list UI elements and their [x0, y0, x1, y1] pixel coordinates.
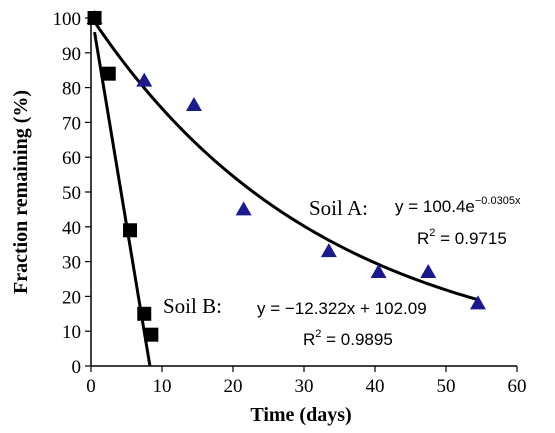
- soil-a-point: [136, 72, 153, 87]
- soil-b-point: [123, 223, 138, 238]
- y-tick-label: 100: [53, 9, 82, 30]
- soil-a-r2: R2 = 0.9715: [417, 227, 507, 248]
- soil-a-label: Soil A:: [309, 196, 368, 220]
- y-tick-label: 10: [62, 322, 81, 343]
- soil-a-point: [469, 295, 486, 310]
- soil-b-label: Soil B:: [163, 294, 222, 318]
- y-axis-title: Fraction remaining (%): [10, 90, 32, 294]
- soil-b-point: [101, 66, 116, 81]
- y-tick-label: 90: [62, 44, 81, 65]
- soil-a-point: [320, 243, 337, 258]
- y-tick-label: 50: [62, 183, 81, 204]
- soil-a-point: [235, 201, 252, 216]
- y-tick-label: 70: [62, 113, 81, 134]
- y-tick-label: 20: [62, 287, 81, 308]
- y-tick-label: 60: [62, 148, 81, 169]
- soil-a-fit-curve: [93, 21, 479, 302]
- x-tick-label: 10: [153, 376, 172, 397]
- soil-a-equation-base: y = 100.4e: [395, 197, 475, 216]
- y-tick-label: 40: [62, 218, 81, 239]
- x-axis-title: Time (days): [250, 404, 351, 426]
- soil-a-point: [370, 264, 387, 279]
- soil-b-r2: R2 = 0.9895: [303, 328, 393, 349]
- x-tick-label: 0: [86, 376, 96, 397]
- axis-ticks: 0 10 20 30 40 50 60 70 80 90 100 0 10 20 30 40 50 60: [53, 9, 527, 397]
- y-tick-label: 30: [62, 253, 81, 274]
- x-tick-label: 60: [508, 376, 527, 397]
- x-tick-label: 50: [437, 376, 456, 397]
- soil-a-equation: y = 100.4e−0.0305x: [395, 195, 521, 216]
- soil-a-point: [185, 97, 202, 111]
- soil-b-point: [137, 306, 152, 321]
- soil-b-equation: y = −12.322x + 102.09: [257, 299, 427, 318]
- y-tick-label: 0: [72, 357, 82, 378]
- soil-b-point: [144, 327, 159, 342]
- x-tick-label: 20: [224, 376, 243, 397]
- soil-a-point: [420, 264, 437, 279]
- soil-b-points: [87, 11, 159, 342]
- soil-a-equation-exponent: −0.0305x: [475, 195, 521, 207]
- x-tick-label: 40: [366, 376, 385, 397]
- soil-a-points: [86, 10, 486, 310]
- soil-b-point: [87, 11, 102, 25]
- x-tick-label: 30: [295, 376, 314, 397]
- y-tick-label: 80: [62, 79, 81, 100]
